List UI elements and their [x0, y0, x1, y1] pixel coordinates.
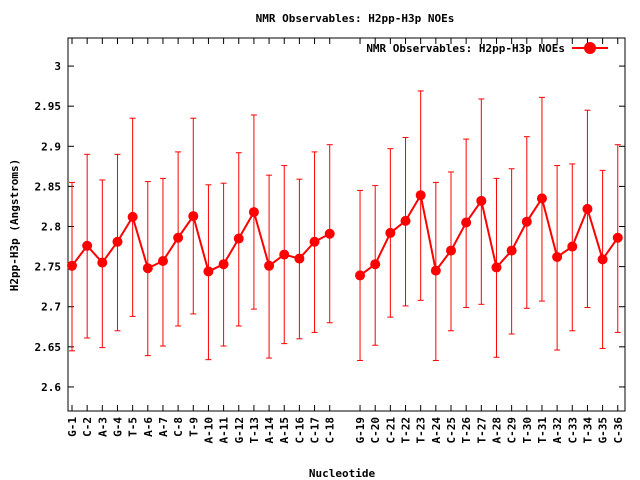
- x-tick-label: G-1: [66, 417, 79, 437]
- y-tick-label: 2.75: [35, 261, 62, 274]
- data-point: [112, 236, 123, 247]
- data-point: [415, 190, 426, 201]
- data-point: [233, 233, 244, 244]
- x-tick-label: T-30: [521, 417, 534, 444]
- x-tick-label: C-2: [81, 417, 94, 437]
- legend: NMR Observables: H2pp-H3p NOEs: [366, 42, 608, 55]
- legend-marker: [584, 42, 596, 54]
- data-point: [400, 215, 411, 226]
- data-point: [309, 236, 320, 247]
- x-tick-label: C-33: [566, 417, 579, 444]
- series-line: [359, 192, 619, 277]
- x-tick-label: C-18: [324, 417, 337, 444]
- x-tick-label: C-36: [612, 417, 625, 444]
- data-point: [446, 245, 456, 256]
- legend-label: NMR Observables: H2pp-H3p NOEs: [366, 42, 565, 55]
- x-tick-label: A-3: [96, 417, 109, 437]
- x-tick-label: C-21: [384, 417, 397, 444]
- x-tick-label: G-4: [111, 417, 124, 437]
- x-tick-label: G-12: [233, 417, 246, 444]
- x-tick-label: T-34: [581, 417, 594, 444]
- data-point: [157, 255, 168, 266]
- data-point: [430, 265, 441, 276]
- data-point: [612, 232, 623, 243]
- y-tick-label: 2.7: [41, 301, 61, 314]
- data-point: [582, 203, 593, 214]
- x-tick-label: C-29: [506, 417, 519, 444]
- data-point: [506, 245, 517, 256]
- y-tick-label: 2.6: [41, 381, 61, 394]
- x-tick-label: C-17: [309, 417, 322, 444]
- x-tick-label: T-31: [536, 417, 549, 444]
- data-point: [264, 260, 275, 271]
- data-point: [82, 240, 93, 251]
- y-axis-label: H2pp-H3p (Angstroms): [8, 159, 21, 291]
- x-tick-label: A-11: [218, 417, 231, 444]
- data-point: [142, 263, 153, 274]
- data-point: [294, 253, 305, 264]
- data-point: [461, 217, 472, 228]
- x-tick-label: A-15: [278, 417, 291, 444]
- series-lines: [71, 192, 619, 277]
- data-point: [567, 241, 578, 252]
- x-tick-label: T-22: [400, 417, 413, 444]
- chart-title: NMR Observables: H2pp-H3p NOEs: [256, 12, 455, 25]
- x-tick-label: G-19: [354, 417, 367, 444]
- data-point: [203, 266, 214, 277]
- data-point: [97, 257, 108, 268]
- data-point: [127, 211, 138, 222]
- y-axis: 2.6 2.65 2.7 2.75 2.8 2.85 2.9 2.95 3: [35, 60, 625, 394]
- y-tick-label: 2.85: [35, 180, 62, 193]
- data-point: [188, 211, 199, 222]
- x-axis-label: Nucleotide: [309, 467, 376, 480]
- data-points: [67, 190, 623, 281]
- data-point: [355, 270, 366, 281]
- data-point: [67, 260, 77, 271]
- plot-frame: [67, 37, 626, 412]
- x-tick-label: T-27: [475, 417, 488, 444]
- x-tick-label: C-25: [445, 417, 458, 444]
- y-tick-label: 2.65: [35, 341, 62, 354]
- x-tick-label: A-28: [490, 417, 503, 444]
- data-point: [370, 259, 381, 270]
- data-point: [597, 254, 608, 265]
- x-tick-label: T-13: [248, 417, 261, 444]
- y-tick-label: 2.95: [35, 100, 62, 113]
- x-tick-label: A-32: [551, 417, 564, 444]
- x-tick-label: T-9: [187, 417, 200, 437]
- series-line: [71, 209, 331, 273]
- data-point: [536, 193, 547, 204]
- x-tick-label: C-8: [172, 417, 185, 437]
- data-point: [324, 228, 335, 239]
- data-point: [248, 207, 259, 218]
- data-point: [385, 227, 396, 238]
- y-tick-label: 3: [54, 60, 61, 73]
- x-tick-label: T-23: [415, 417, 428, 444]
- y-tick-label: 2.8: [41, 221, 61, 234]
- x-axis: G-1 C-2 A-3 G-4 T-5 A-6 A-7 C-8 T-9 A-10 A-11 G-12 T…: [66, 38, 625, 444]
- y-tick-label: 2.9: [41, 140, 61, 153]
- error-bars: [69, 90, 621, 361]
- data-point: [173, 232, 184, 243]
- data-point: [279, 249, 290, 260]
- x-tick-label: C-20: [369, 417, 382, 444]
- x-tick-label: A-24: [430, 417, 443, 444]
- data-point: [491, 262, 502, 273]
- x-tick-label: A-14: [263, 417, 276, 444]
- data-point: [521, 216, 532, 227]
- x-tick-label: T-5: [127, 417, 140, 437]
- data-point: [552, 251, 563, 262]
- data-point: [218, 259, 229, 270]
- x-tick-label: G-35: [597, 417, 610, 444]
- x-tick-label: C-16: [293, 417, 306, 444]
- x-tick-label: A-10: [202, 417, 215, 444]
- x-tick-label: A-6: [142, 417, 155, 437]
- x-tick-label: A-7: [157, 417, 170, 437]
- data-point: [476, 195, 487, 206]
- x-tick-label: T-26: [460, 417, 473, 444]
